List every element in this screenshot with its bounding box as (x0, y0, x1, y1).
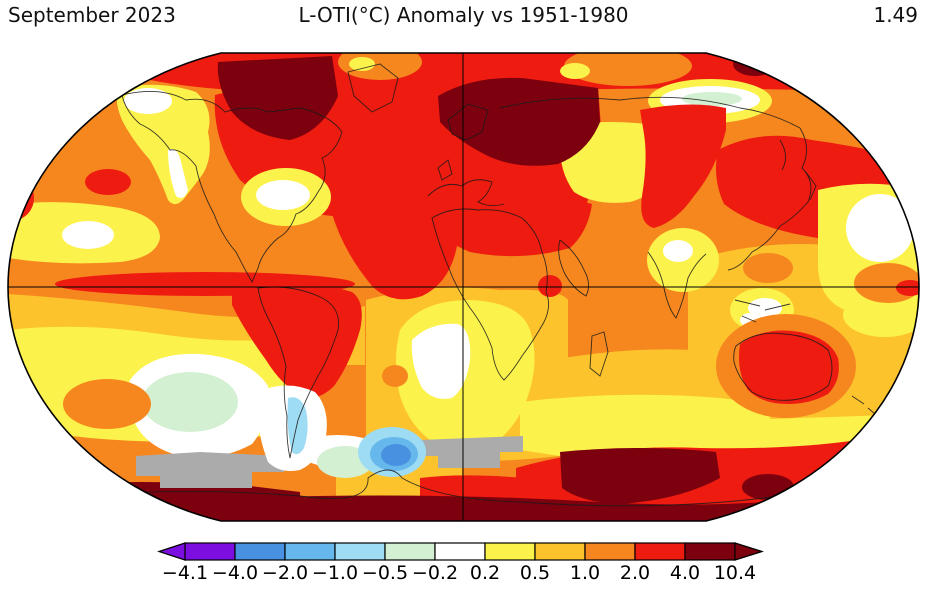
colorbar-segment (234, 542, 286, 561)
colorbar-tick-label: −1.0 (311, 562, 359, 584)
figure-title: L-OTI(°C) Anomaly vs 1951-1980 (298, 3, 629, 27)
map-outline (7, 52, 920, 522)
colorbar-tick-label: −0.5 (361, 562, 409, 584)
colorbar-tick-label: 0.5 (519, 562, 551, 584)
colorbar-segment (634, 542, 686, 561)
colorbar-tick-label: 4.0 (669, 562, 701, 584)
colorbar-segment (184, 542, 236, 561)
colorbar-segment (484, 542, 536, 561)
colorbar-tick-label: −2.0 (261, 562, 309, 584)
colorbar-tick-label: 2.0 (619, 562, 651, 584)
colorbar-tick-label: 0.2 (469, 562, 501, 584)
colorbar-tick-label: 10.4 (713, 562, 757, 584)
colorbar-segment (684, 542, 736, 561)
colorbar-tick-label: −4.1 (161, 562, 209, 584)
colorbar-segment (284, 542, 336, 561)
colorbar-segment (534, 542, 586, 561)
global-mean-value: 1.49 (873, 3, 918, 27)
colorbar-segment (434, 542, 486, 561)
anomaly-regions (8, 53, 919, 521)
colorbar (157, 542, 764, 561)
colorbar-tick-label: −4.0 (211, 562, 259, 584)
colorbar-segment (384, 542, 436, 561)
colorbar-tick-label: 1.0 (569, 562, 601, 584)
colorbar-segment (584, 542, 636, 561)
colorbar-segment (334, 542, 386, 561)
colorbar-tick-labels: −4.1 −4.0 −2.0 −1.0 −0.5 −0.2 0.2 0.5 1.0 2.0 4.0 1… (0, 562, 927, 588)
colorbar-right-arrow (734, 542, 764, 561)
period-label: September 2023 (8, 3, 176, 27)
colorbar-tick-label: −0.2 (411, 562, 459, 584)
colorbar-left-arrow (157, 542, 186, 561)
coastlines (59, 63, 891, 507)
